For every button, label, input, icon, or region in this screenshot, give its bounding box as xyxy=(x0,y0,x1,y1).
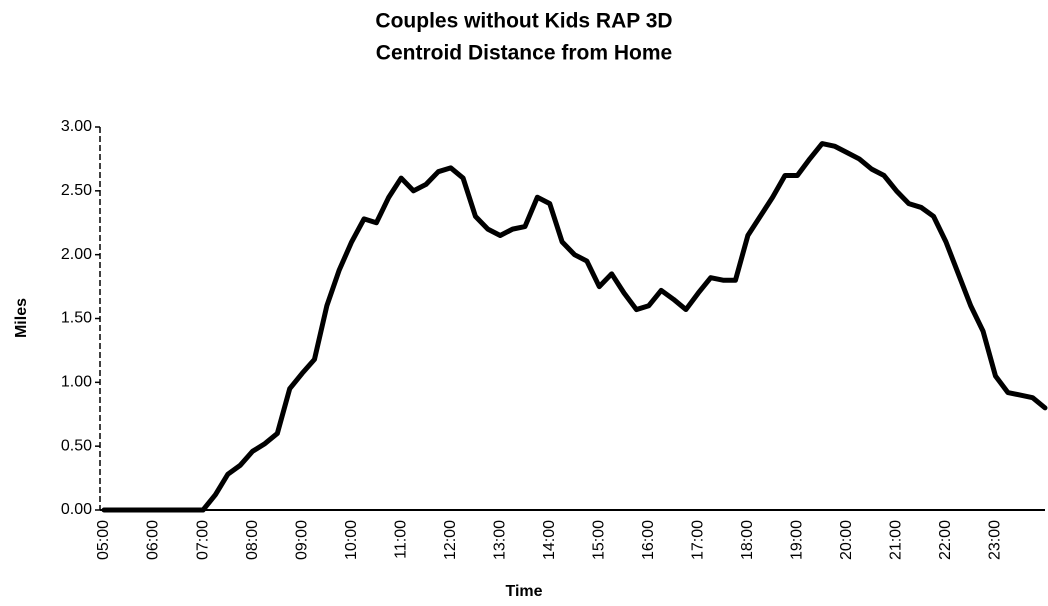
x-tick-label: 16:00 xyxy=(640,520,657,560)
x-tick-label: 14:00 xyxy=(541,520,558,560)
x-tick-label: 08:00 xyxy=(244,520,261,560)
y-tick-label: 0.00 xyxy=(61,501,92,518)
x-tick-label: 18:00 xyxy=(739,520,756,560)
data-line xyxy=(101,141,1048,513)
y-axis-label: Miles xyxy=(13,298,30,338)
x-tick-label: 15:00 xyxy=(590,520,607,560)
x-tick-label: 23:00 xyxy=(987,520,1004,560)
x-tick-label: 10:00 xyxy=(343,520,360,560)
y-tick-label: 3.00 xyxy=(61,118,92,135)
x-tick-label: 09:00 xyxy=(293,520,310,560)
y-tick-label: 1.50 xyxy=(61,310,92,327)
y-tick-label: 2.50 xyxy=(61,182,92,199)
x-tick-label: 12:00 xyxy=(442,520,459,560)
x-tick-label: 11:00 xyxy=(392,520,409,559)
x-tick-label: 21:00 xyxy=(888,520,905,560)
y-tick-label: 1.00 xyxy=(61,374,92,391)
x-axis-label: Time xyxy=(505,583,542,600)
x-tick-label: 20:00 xyxy=(838,520,855,560)
x-tick-label: 19:00 xyxy=(789,520,806,560)
y-tick-label: 0.50 xyxy=(61,437,92,454)
x-tick-label: 17:00 xyxy=(690,520,707,560)
x-tick-label: 07:00 xyxy=(194,520,211,560)
y-tick-label: 2.00 xyxy=(61,246,92,263)
x-tick-label: 05:00 xyxy=(95,520,112,560)
x-tick-label: 13:00 xyxy=(491,520,508,560)
chart-subtitle: Centroid Distance from Home xyxy=(376,42,672,65)
x-tick-label: 22:00 xyxy=(937,520,954,560)
chart-title: Couples without Kids RAP 3D xyxy=(375,10,672,33)
x-tick-label: 06:00 xyxy=(145,520,162,560)
